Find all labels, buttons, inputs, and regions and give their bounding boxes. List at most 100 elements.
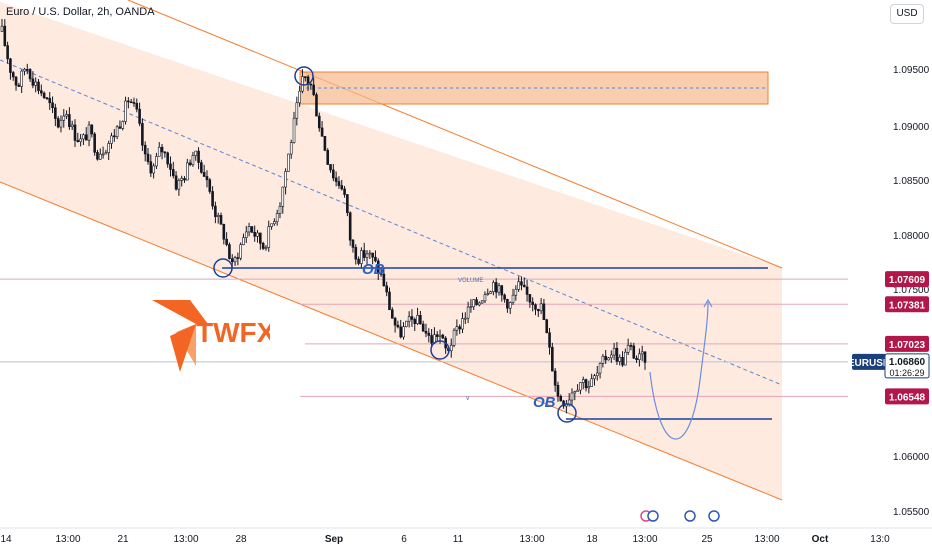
currency-button[interactable]: USD bbox=[890, 4, 924, 24]
candle-body bbox=[23, 68, 26, 72]
price-tag-label: 1.06548 bbox=[889, 392, 926, 403]
candle-body bbox=[253, 232, 257, 237]
candle-body bbox=[197, 150, 200, 163]
candle-body bbox=[34, 81, 37, 86]
volume-label: VOLUME bbox=[458, 278, 483, 284]
candle-body bbox=[79, 138, 82, 142]
candle-body bbox=[511, 294, 515, 303]
channel-fill bbox=[0, 2, 782, 500]
candle-body bbox=[309, 83, 313, 86]
candle-body bbox=[595, 372, 599, 377]
candle-body bbox=[452, 329, 456, 346]
time-axis[interactable]: 14 13:00 21 13:00 28 Sep 6 11 13:00 18 13:00 25 13:0… bbox=[0, 527, 932, 545]
candle-body bbox=[643, 351, 647, 363]
x-tick-label: 28 bbox=[235, 534, 247, 545]
candle-body bbox=[503, 294, 506, 300]
x-tick-label: 11 bbox=[453, 534, 464, 545]
candle-body bbox=[410, 316, 414, 320]
candle-body bbox=[612, 347, 616, 356]
x-tick-label: 13:00 bbox=[519, 534, 544, 545]
candle-body bbox=[278, 206, 282, 214]
candle-body bbox=[469, 306, 473, 309]
candle-body bbox=[230, 258, 234, 263]
candle-body bbox=[635, 357, 638, 360]
candle-body bbox=[169, 163, 172, 170]
candle-body bbox=[334, 177, 338, 182]
candle-body bbox=[329, 164, 332, 171]
candle-body bbox=[399, 326, 403, 338]
twfx-logo: TWFX bbox=[150, 296, 276, 383]
candle-body bbox=[508, 302, 512, 309]
candle-body bbox=[632, 345, 636, 359]
candle-body bbox=[244, 231, 248, 238]
candle-body bbox=[413, 319, 417, 324]
candle-body bbox=[416, 315, 419, 324]
candle-body bbox=[267, 226, 271, 248]
candle-body bbox=[463, 317, 467, 320]
candle-body bbox=[629, 345, 633, 347]
candle-body bbox=[438, 334, 442, 337]
candles bbox=[0, 19, 647, 414]
projection-arrowhead bbox=[703, 298, 713, 308]
candle-body bbox=[20, 70, 23, 87]
candle-body bbox=[466, 306, 470, 319]
candle-body bbox=[42, 92, 46, 98]
candle-body bbox=[556, 384, 560, 397]
candle-body bbox=[138, 108, 141, 124]
candle-body bbox=[621, 356, 624, 366]
candle-body bbox=[320, 127, 324, 137]
candle-body bbox=[186, 162, 189, 181]
candle-body bbox=[424, 330, 428, 334]
candle-body bbox=[264, 247, 268, 249]
candle-body bbox=[303, 76, 307, 78]
candle-body bbox=[25, 68, 29, 71]
candle-body bbox=[376, 260, 380, 274]
ob-label: OB bbox=[533, 394, 556, 411]
price-tag-label: 1.07023 bbox=[889, 340, 926, 351]
event-marker bbox=[708, 510, 720, 522]
candle-body bbox=[56, 118, 60, 128]
candle-body bbox=[281, 186, 285, 207]
x-tick-label: 13:00 bbox=[632, 534, 657, 545]
candle-body bbox=[90, 124, 94, 135]
candle-body bbox=[343, 188, 346, 195]
candle-body bbox=[449, 344, 453, 352]
candle-body bbox=[273, 221, 276, 225]
candle-body bbox=[385, 285, 388, 293]
candle-body bbox=[250, 226, 254, 233]
candle-body bbox=[396, 324, 400, 328]
candle-body bbox=[548, 332, 551, 348]
candle-body bbox=[522, 284, 526, 288]
candle-body bbox=[393, 317, 397, 326]
candle-body bbox=[135, 103, 139, 110]
symbol-tag-label: EURUSD bbox=[848, 358, 890, 369]
price-axis[interactable]: 1.09500 1.09000 1.08500 1.08000 1.07500 1.060… bbox=[893, 65, 930, 518]
price-tag-label: 1.07381 bbox=[889, 300, 926, 311]
candle-body bbox=[500, 285, 504, 296]
candle-body bbox=[570, 392, 574, 401]
x-tick-label: Sep bbox=[325, 534, 343, 545]
event-marker bbox=[684, 510, 696, 522]
countdown-label: 01:26:29 bbox=[889, 368, 924, 378]
candle-body bbox=[539, 303, 543, 312]
candle-body bbox=[214, 205, 217, 217]
candle-body bbox=[421, 323, 425, 332]
candle-body bbox=[514, 288, 518, 296]
candle-body bbox=[149, 161, 153, 174]
candle-body bbox=[478, 302, 481, 306]
candle-body bbox=[618, 356, 622, 362]
x-tick-label: 21 bbox=[117, 534, 129, 545]
candle-body bbox=[289, 142, 293, 155]
price-tag bbox=[885, 296, 929, 313]
x-tick-label: 18 bbox=[586, 534, 598, 545]
candle-body bbox=[287, 153, 290, 172]
candle-body bbox=[216, 215, 220, 217]
candle-body bbox=[228, 244, 231, 259]
candle-body bbox=[107, 143, 110, 153]
price-tag bbox=[885, 271, 929, 288]
candle-body bbox=[562, 400, 565, 407]
y-tick-label: 1.08000 bbox=[893, 231, 930, 242]
candle-body bbox=[340, 185, 344, 190]
candle-body bbox=[604, 355, 607, 361]
